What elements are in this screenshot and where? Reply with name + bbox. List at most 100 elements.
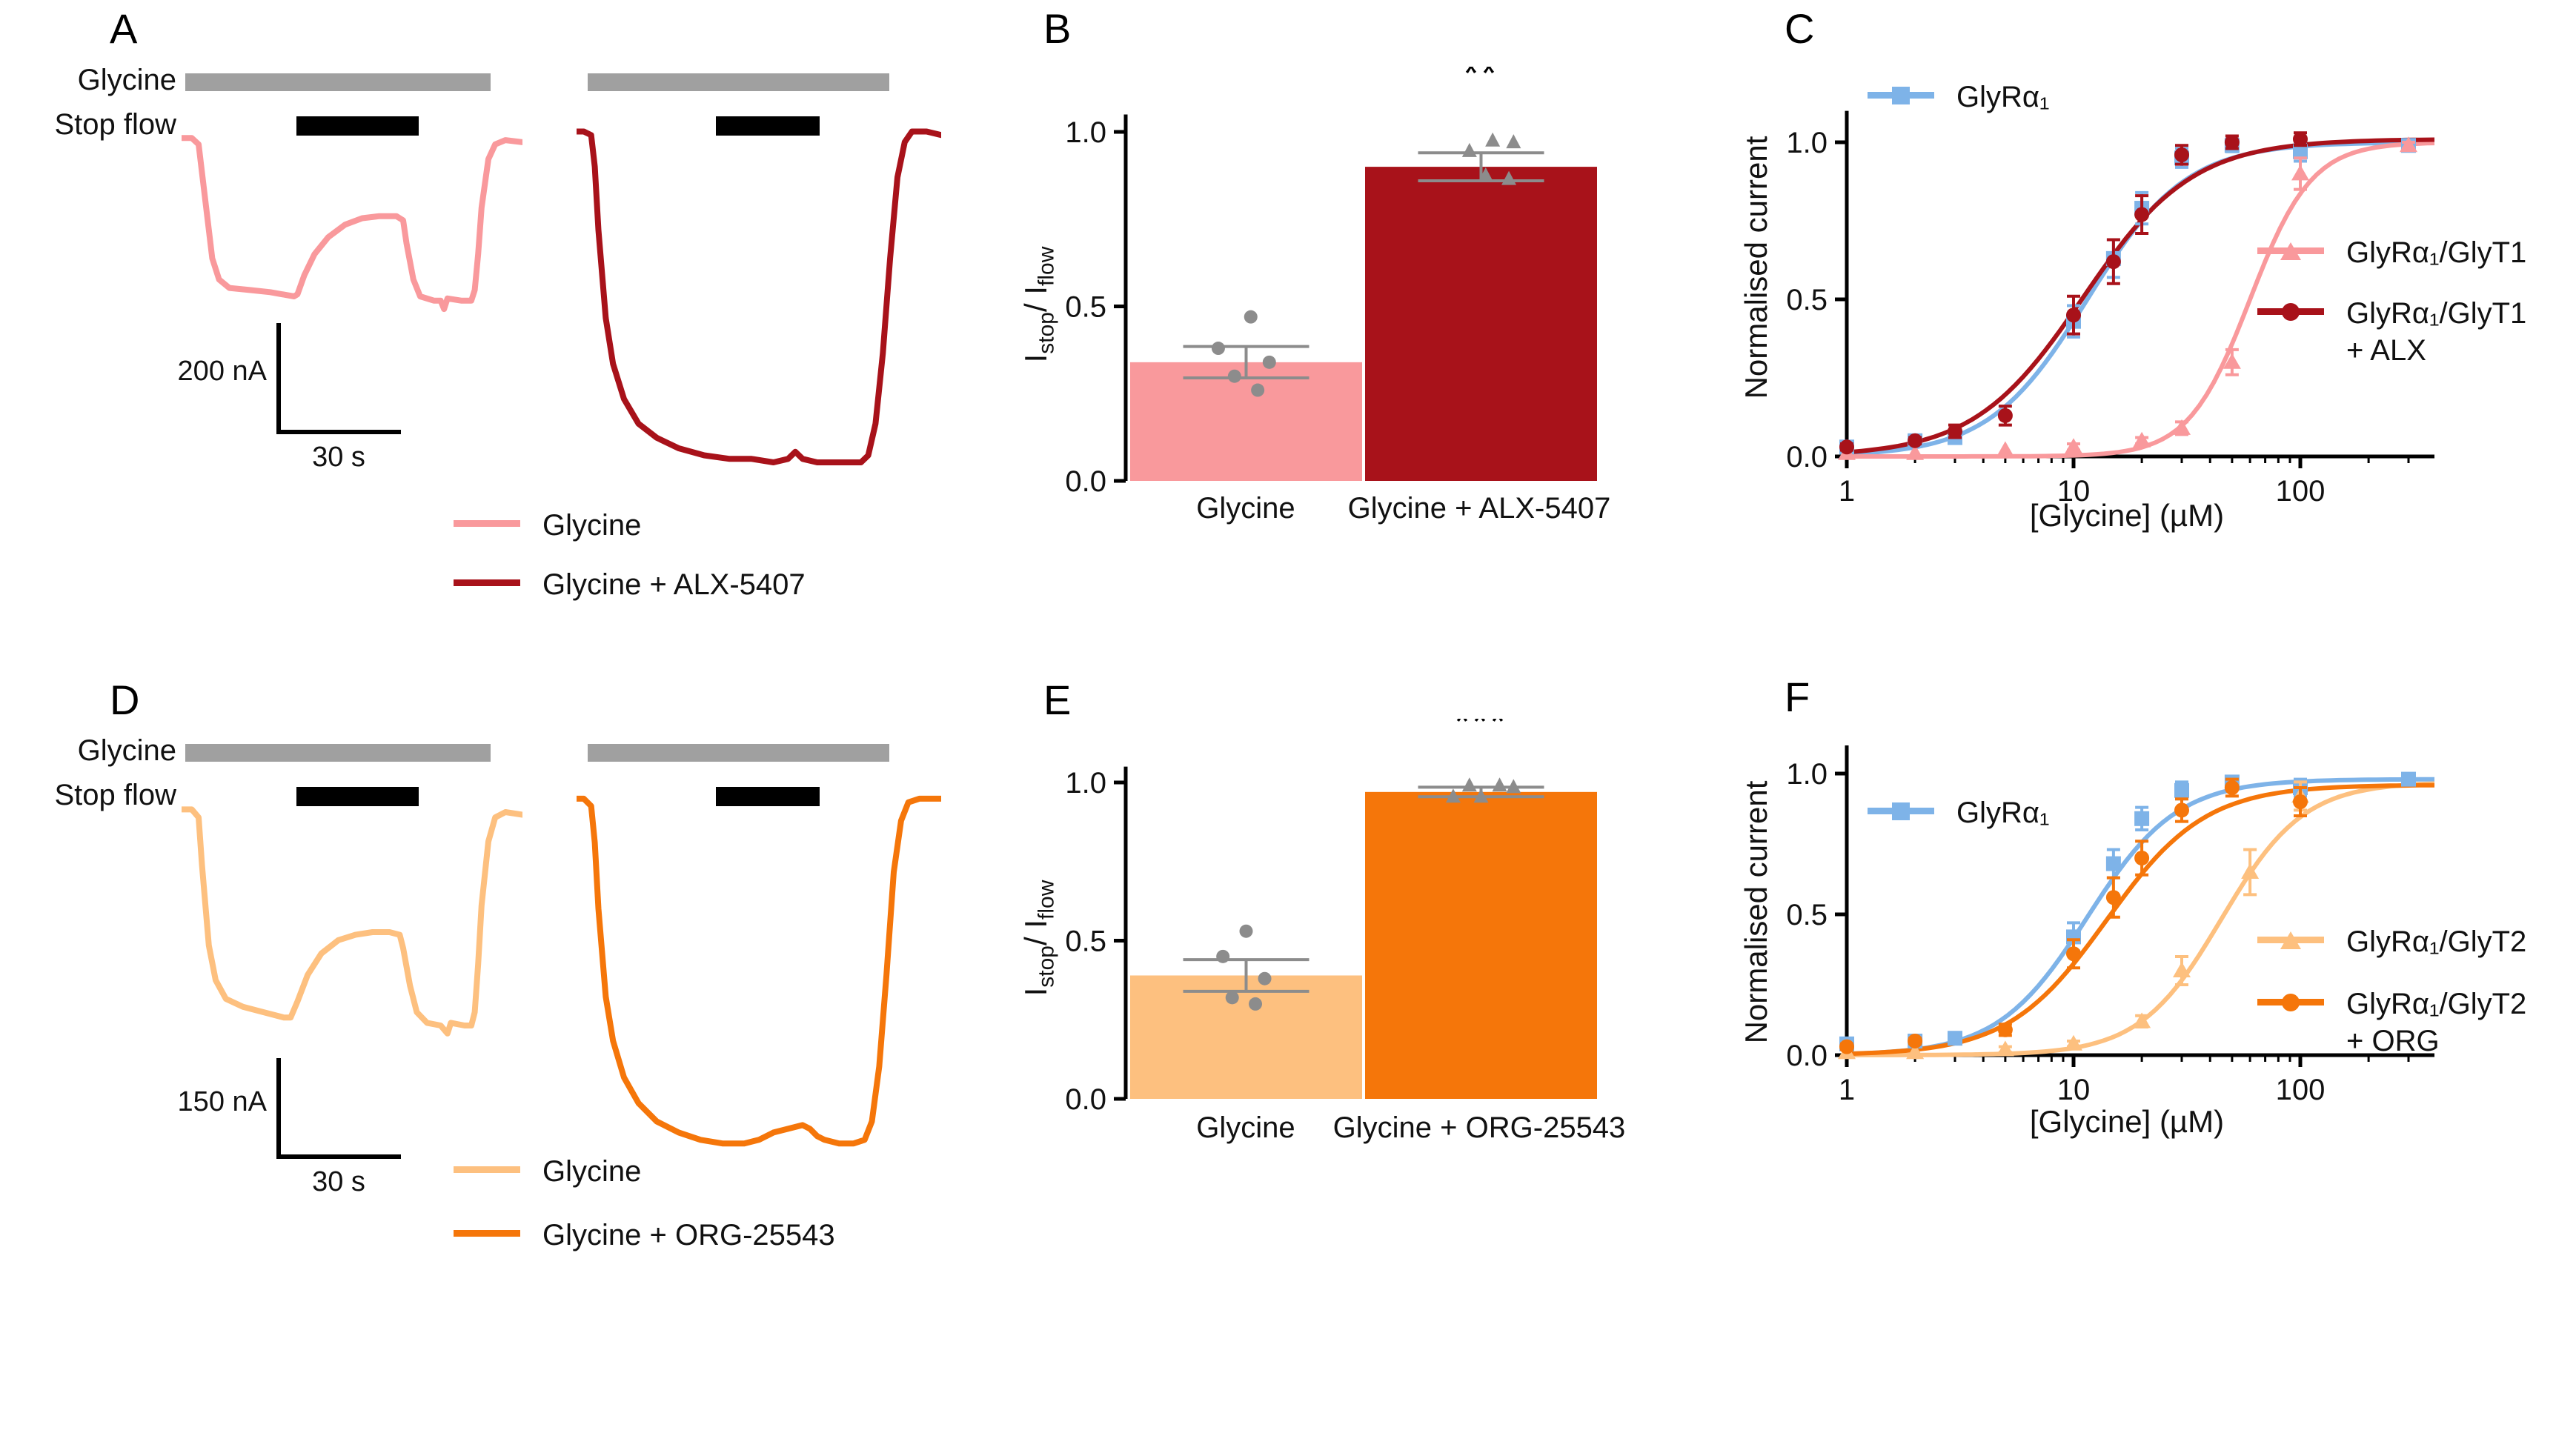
panel-b-bar-chart: 0.0 0.5 1.0 ** — [1045, 67, 1638, 541]
org-line-sample — [454, 1230, 520, 1237]
panel-a-glycine-bar-1 — [185, 73, 491, 91]
panel-d-glycine-bar-2 — [588, 744, 889, 762]
circle-marker-icon — [2282, 993, 2300, 1011]
panel-a-glycine-trace — [182, 127, 522, 339]
svg-text:0.5: 0.5 — [1786, 899, 1828, 931]
panel-a-scale-time-label: 30 s — [312, 442, 365, 473]
svg-text:0.0: 0.0 — [1786, 441, 1828, 473]
panel-d-scalebar-horizontal — [276, 1154, 401, 1159]
glyt2-org-line-sample — [2257, 993, 2324, 1011]
panel-e-bar-chart: 0.0 0.5 1.0 *** — [1045, 719, 1638, 1193]
triangle-marker-icon — [2280, 931, 2301, 949]
panel-d-letter: D — [110, 677, 140, 723]
svg-text:10: 10 — [2057, 1074, 2091, 1106]
panel-a-stop-flow-bar-2 — [716, 116, 820, 136]
panel-c-legend-glyra1: GlyRα₁ — [1868, 79, 2050, 116]
panel-f-legend-glyra1-text: GlyRα₁ — [1956, 797, 2050, 829]
svg-text:1.0: 1.0 — [1065, 116, 1106, 149]
square-marker-icon — [1892, 802, 1910, 820]
panel-c-x-axis-title: [Glycine] (µM) — [2029, 498, 2225, 533]
glyt2-line-sample — [2257, 931, 2324, 949]
svg-text:100: 100 — [2276, 475, 2326, 508]
panel-a-legend-glycine-text: Glycine — [542, 509, 642, 542]
glycine-line-sample — [454, 520, 520, 527]
svg-text:1.0: 1.0 — [1786, 127, 1828, 159]
panel-d-stop-flow-bar-1 — [296, 787, 419, 806]
svg-text:0.5: 0.5 — [1065, 291, 1106, 324]
panel-c-legend-glyt1: GlyRα₁/GlyT1 — [2257, 234, 2526, 271]
alx-line-sample — [454, 579, 520, 586]
panel-d-stop-flow-bar-2 — [716, 787, 820, 806]
panel-f-legend-glyt2: GlyRα₁/GlyT2 — [2257, 923, 2526, 960]
panel-f-letter: F — [1785, 674, 1810, 720]
panel-b-category-alx: Glycine + ALX-5407 — [1347, 492, 1611, 525]
panel-a-stop-flow-bar-1 — [296, 116, 419, 136]
svg-text:0.5: 0.5 — [1786, 284, 1828, 316]
panel-e-letter: E — [1043, 677, 1072, 723]
panel-d-legend-glycine: Glycine — [454, 1153, 641, 1190]
panel-e-category-glycine: Glycine — [1196, 1111, 1295, 1144]
svg-text:10: 10 — [2057, 475, 2091, 508]
panel-c-legend-glyt1-text: GlyRα₁/GlyT1 — [2346, 236, 2527, 269]
panel-e-category-org: Glycine + ORG-25543 — [1332, 1111, 1626, 1144]
glyt1-line-sample — [2257, 242, 2324, 260]
panel-f-dose-response-chart: 0.0 0.5 1.0 1 10 100 — [1764, 711, 2564, 1171]
panel-d-scalebar-vertical — [276, 1058, 281, 1159]
panel-d-scale-current-label: 150 nA — [177, 1086, 267, 1117]
panel-f-legend-glyt2-org: GlyRα₁/GlyT2 + ORG — [2257, 985, 2526, 1060]
panel-d-glycine-bar-1 — [185, 744, 491, 762]
panel-b-category-glycine: Glycine — [1196, 492, 1295, 525]
triangle-marker-icon — [2280, 242, 2301, 260]
svg-text:1: 1 — [1839, 1074, 1855, 1106]
circle-marker-icon — [2282, 302, 2300, 321]
panel-c-legend-glyt1-alx-text: GlyRα₁/GlyT1 + ALX — [2346, 295, 2526, 369]
panel-a-scalebar-horizontal — [276, 430, 401, 434]
legend-line2: + ORG — [2346, 1025, 2440, 1057]
panel-c-legend-glyra1-text: GlyRα₁ — [1956, 81, 2050, 113]
svg-text:0.0: 0.0 — [1786, 1040, 1828, 1072]
svg-text:1.0: 1.0 — [1065, 767, 1106, 800]
panel-a-legend-alx: Glycine + ALX-5407 — [454, 566, 806, 603]
svg-text:1: 1 — [1839, 475, 1855, 508]
panel-a-glycine-label: Glycine — [77, 64, 176, 96]
glyra1-line-sample — [1868, 86, 1934, 104]
square-marker-icon — [1892, 86, 1910, 104]
svg-text:0.0: 0.0 — [1065, 465, 1106, 498]
panel-c-dose-response-chart: 0.0 0.5 1.0 1 10 100 — [1764, 74, 2564, 563]
panel-d-legend-org: Glycine + ORG-25543 — [454, 1217, 835, 1254]
panel-b-letter: B — [1043, 5, 1072, 52]
svg-text:100: 100 — [2276, 1074, 2326, 1106]
svg-text:***: *** — [1454, 719, 1507, 744]
panel-c-letter: C — [1785, 5, 1815, 52]
panel-d-glycine-label: Glycine — [77, 734, 176, 767]
svg-text:0.0: 0.0 — [1065, 1083, 1106, 1116]
glyt1-alx-line-sample — [2257, 302, 2324, 321]
panel-a-alx-trace — [577, 124, 941, 476]
panel-f-legend-glyt2-text: GlyRα₁/GlyT2 — [2346, 925, 2527, 958]
legend-line1: GlyRα₁/GlyT1 — [2346, 297, 2527, 330]
panel-c-legend-glyt1-alx: GlyRα₁/GlyT1 + ALX — [2257, 295, 2526, 369]
panel-a-legend-glycine: Glycine — [454, 507, 641, 544]
panel-a-letter: A — [110, 5, 138, 52]
panel-a-scale-current-label: 200 nA — [177, 356, 267, 387]
panel-a-legend-alx-text: Glycine + ALX-5407 — [542, 568, 806, 601]
panel-a-scalebar-vertical — [276, 323, 281, 434]
glycine-line-sample-d — [454, 1166, 520, 1173]
panel-f-legend-glyra1: GlyRα₁ — [1868, 794, 2050, 831]
panel-d-legend-org-text: Glycine + ORG-25543 — [542, 1219, 835, 1251]
svg-text:0.5: 0.5 — [1065, 925, 1106, 958]
panel-d-stop-flow-label: Stop flow — [54, 779, 176, 811]
svg-text:**: ** — [1463, 67, 1498, 96]
legend-line2: + ALX — [2346, 334, 2426, 367]
panel-f-x-axis-title: [Glycine] (µM) — [2029, 1104, 2225, 1139]
panel-a-glycine-bar-2 — [588, 73, 889, 91]
glyra1-line-sample-f — [1868, 802, 1934, 820]
panel-d-legend-glycine-text: Glycine — [542, 1155, 642, 1188]
panel-d-scale-time-label: 30 s — [312, 1166, 365, 1197]
panel-f-legend-glyt2-org-text: GlyRα₁/GlyT2 + ORG — [2346, 985, 2526, 1060]
panel-d-glycine-trace — [182, 799, 522, 1066]
panel-d-org-trace — [577, 791, 941, 1158]
legend-line1: GlyRα₁/GlyT2 — [2346, 988, 2527, 1020]
svg-text:1.0: 1.0 — [1786, 758, 1828, 791]
